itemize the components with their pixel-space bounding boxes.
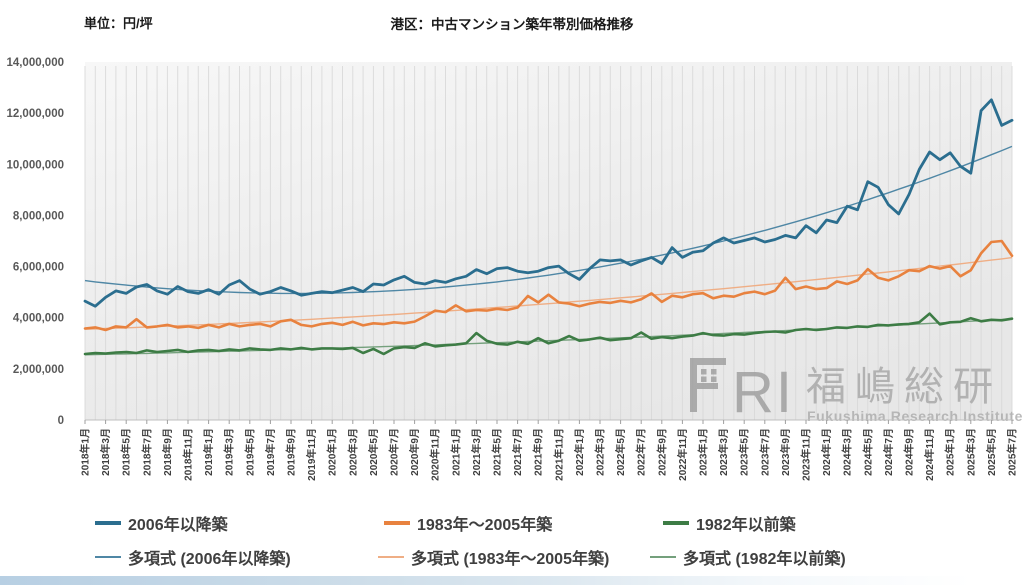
legend-label-2006-later: 2006年以降築 — [128, 517, 228, 534]
legend-item-trend-1983-2005: 多項式 (1983年〜2005年築) — [378, 546, 609, 568]
legend-swatch-trend-1983-2005 — [378, 556, 404, 558]
watermark-name-en: Fukushima Research Institute — [807, 408, 1023, 424]
svg-text:2025年7月: 2025年7月 — [1006, 428, 1019, 476]
legend-swatch-1982-earlier — [663, 521, 689, 525]
unit-label: 単位：円/坪 — [84, 16, 153, 31]
series-line-1 — [83, 239, 1014, 332]
watermark-logo-letters: RI — [732, 360, 794, 425]
svg-text:2019年5月: 2019年5月 — [243, 428, 256, 476]
legend-swatch-1983-2005 — [384, 521, 410, 525]
svg-text:2019年9月: 2019年9月 — [285, 428, 298, 476]
legend-label-trend-1983-2005: 多項式 (1983年〜2005年築) — [411, 551, 610, 568]
series-line-0 — [83, 98, 1014, 308]
svg-text:2020年9月: 2020年9月 — [408, 428, 421, 476]
svg-text:2020年3月: 2020年3月 — [346, 428, 359, 476]
svg-text:2023年11月: 2023年11月 — [800, 428, 813, 481]
svg-text:2025年3月: 2025年3月 — [964, 428, 977, 476]
svg-text:2019年7月: 2019年7月 — [264, 428, 277, 476]
svg-text:2018年3月: 2018年3月 — [99, 428, 112, 476]
svg-text:8,000,000: 8,000,000 — [13, 210, 64, 222]
svg-text:2025年1月: 2025年1月 — [944, 428, 957, 476]
x-axis-labels: 2018年1月 2018年3月 2018年5月 2018年7月 2018年9月 2018年… — [79, 428, 1019, 481]
svg-text:2018年5月: 2018年5月 — [120, 428, 133, 476]
svg-text:2022年5月: 2022年5月 — [614, 428, 627, 476]
svg-text:2018年1月: 2018年1月 — [79, 428, 92, 476]
svg-text:10,000,000: 10,000,000 — [6, 159, 64, 171]
legend-swatch-trend-1982-earlier — [650, 556, 676, 558]
svg-text:2021年9月: 2021年9月 — [532, 428, 545, 476]
legend-item-2006-later: 2006年以降築 — [95, 512, 228, 534]
svg-text:2023年1月: 2023年1月 — [697, 428, 710, 476]
legend-swatch-trend-2006-later — [95, 556, 121, 558]
legend-item-1983-2005: 1983年〜2005年築 — [384, 512, 552, 534]
svg-text:2021年1月: 2021年1月 — [449, 428, 462, 476]
legend-swatch-2006-later — [95, 521, 121, 525]
series-line-2 — [83, 312, 1014, 356]
svg-text:2021年11月: 2021年11月 — [552, 428, 565, 481]
svg-text:2022年11月: 2022年11月 — [676, 428, 689, 481]
svg-text:2018年7月: 2018年7月 — [140, 428, 153, 476]
svg-text:2018年11月: 2018年11月 — [182, 428, 195, 481]
svg-text:2019年3月: 2019年3月 — [223, 428, 236, 476]
svg-text:2022年1月: 2022年1月 — [573, 428, 586, 476]
legend-label-trend-2006-later: 多項式 (2006年以降築) — [128, 551, 291, 568]
svg-text:2019年1月: 2019年1月 — [202, 428, 215, 476]
svg-text:2024年3月: 2024年3月 — [841, 428, 854, 476]
svg-text:2020年5月: 2020年5月 — [367, 428, 380, 476]
svg-text:6,000,000: 6,000,000 — [13, 262, 64, 274]
svg-text:2024年11月: 2024年11月 — [923, 428, 936, 481]
x-axis-ticks — [84, 420, 1013, 424]
svg-text:2023年9月: 2023年9月 — [779, 428, 792, 476]
svg-text:2,000,000: 2,000,000 — [13, 364, 64, 376]
svg-text:2022年9月: 2022年9月 — [655, 428, 668, 476]
svg-text:2021年7月: 2021年7月 — [511, 428, 524, 476]
legend-item-trend-2006-later: 多項式 (2006年以降築) — [95, 546, 291, 568]
trendline-0 — [84, 145, 1013, 295]
svg-text:2021年3月: 2021年3月 — [470, 428, 483, 476]
svg-text:12,000,000: 12,000,000 — [6, 108, 64, 120]
svg-text:2022年7月: 2022年7月 — [635, 428, 648, 476]
legend-label-trend-1982-earlier: 多項式 (1982年以前築) — [683, 551, 846, 568]
y-axis-labels: 0 2,000,000 4,000,000 6,000,000 8,000,000 10,… — [6, 57, 64, 427]
legend-label-1983-2005: 1983年〜2005年築 — [417, 517, 553, 534]
svg-text:2022年3月: 2022年3月 — [594, 428, 607, 476]
svg-text:2024年5月: 2024年5月 — [861, 428, 874, 476]
trendline-1 — [84, 256, 1013, 330]
fri-logo-icon — [690, 358, 726, 412]
svg-text:2018年9月: 2018年9月 — [161, 428, 174, 476]
svg-text:2023年7月: 2023年7月 — [758, 428, 771, 476]
svg-text:4,000,000: 4,000,000 — [13, 313, 64, 325]
svg-text:2019年11月: 2019年11月 — [305, 428, 318, 481]
svg-text:2025年5月: 2025年5月 — [985, 428, 998, 476]
svg-text:2024年9月: 2024年9月 — [903, 428, 916, 476]
legend-label-1982-earlier: 1982年以前築 — [696, 517, 796, 534]
svg-text:2021年5月: 2021年5月 — [491, 428, 504, 476]
svg-text:2023年5月: 2023年5月 — [738, 428, 751, 476]
svg-text:2024年7月: 2024年7月 — [882, 428, 895, 476]
svg-text:2020年7月: 2020年7月 — [388, 428, 401, 476]
chart-title: 港区：中古マンション築年帯別価格推移 — [390, 17, 634, 32]
svg-text:0: 0 — [58, 415, 64, 427]
legend-item-trend-1982-earlier: 多項式 (1982年以前築) — [650, 546, 846, 568]
svg-text:2020年11月: 2020年11月 — [429, 428, 442, 481]
svg-text:14,000,000: 14,000,000 — [6, 57, 64, 69]
svg-text:2024年1月: 2024年1月 — [820, 428, 833, 476]
bottom-accent-strip — [0, 576, 1024, 585]
watermark-name-ja: 福嶋総研 — [806, 365, 1002, 409]
svg-text:2023年3月: 2023年3月 — [717, 428, 730, 476]
svg-text:2020年1月: 2020年1月 — [326, 428, 339, 476]
legend-item-1982-earlier: 1982年以前築 — [663, 512, 796, 534]
